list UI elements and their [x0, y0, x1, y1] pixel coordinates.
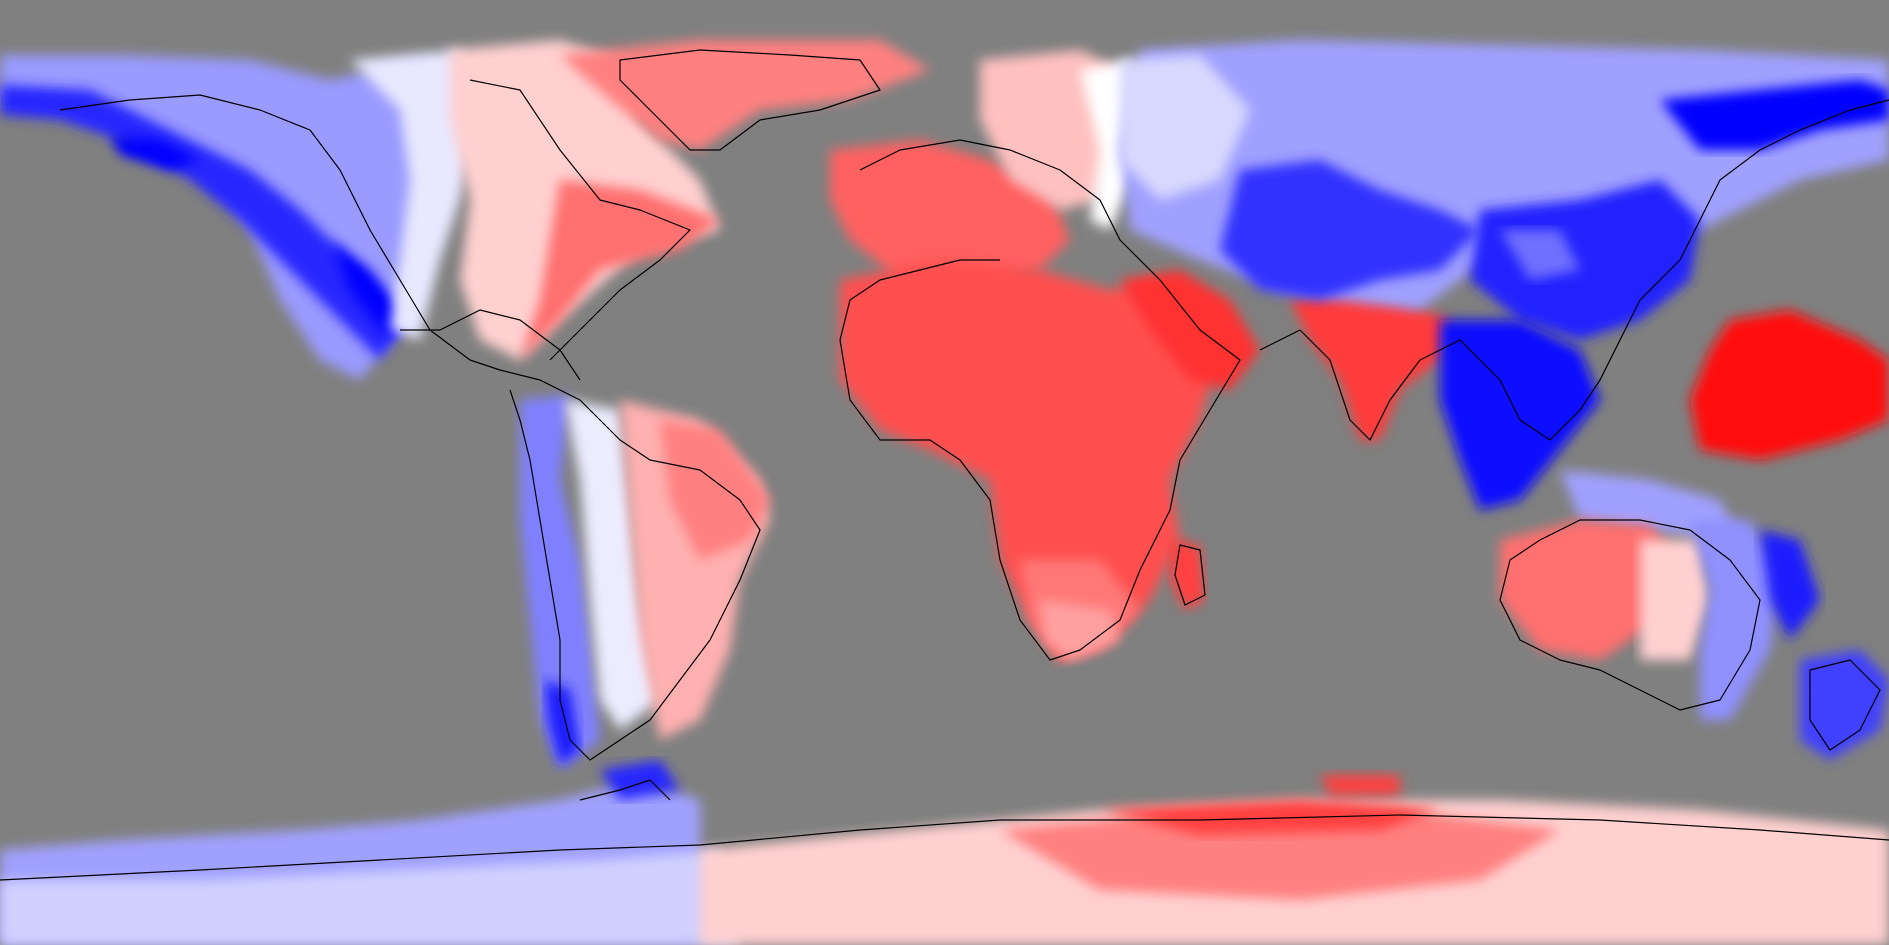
region-east-asia	[1470, 180, 1700, 340]
region-antarctica-west	[0, 760, 740, 945]
region-west-pacific-patch	[1690, 310, 1889, 460]
region-south-america-west	[520, 395, 660, 770]
region-europe-west	[830, 50, 1150, 290]
region-india	[1290, 290, 1450, 440]
coastlines	[0, 49, 1889, 881]
region-antarctica-east	[700, 775, 1889, 945]
region-africa	[840, 260, 1220, 660]
region-australia-east	[1690, 520, 1820, 720]
region-australia-west	[1500, 520, 1710, 660]
region-arabia	[1120, 270, 1260, 390]
region-north-america-east	[450, 40, 720, 360]
region-greenland	[560, 40, 930, 150]
region-south-america-east	[620, 400, 770, 740]
region-russia-central-asia	[1120, 40, 1889, 310]
region-north-america-west	[0, 50, 480, 380]
